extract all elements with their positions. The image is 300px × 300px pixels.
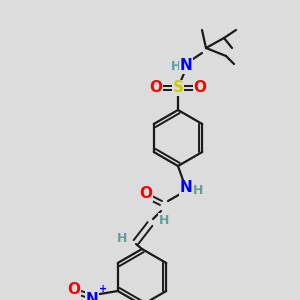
Text: O: O	[149, 80, 163, 95]
Text: O: O	[194, 80, 206, 95]
Text: S: S	[172, 80, 184, 95]
Text: O: O	[67, 281, 80, 296]
Text: H: H	[159, 214, 169, 226]
Text: +: +	[99, 284, 107, 294]
Text: N: N	[180, 181, 192, 196]
Text: H: H	[193, 184, 203, 196]
Text: O: O	[140, 187, 152, 202]
Text: H: H	[117, 232, 127, 244]
Text: H: H	[171, 59, 181, 73]
Text: N: N	[180, 58, 192, 74]
Text: N: N	[85, 292, 98, 300]
